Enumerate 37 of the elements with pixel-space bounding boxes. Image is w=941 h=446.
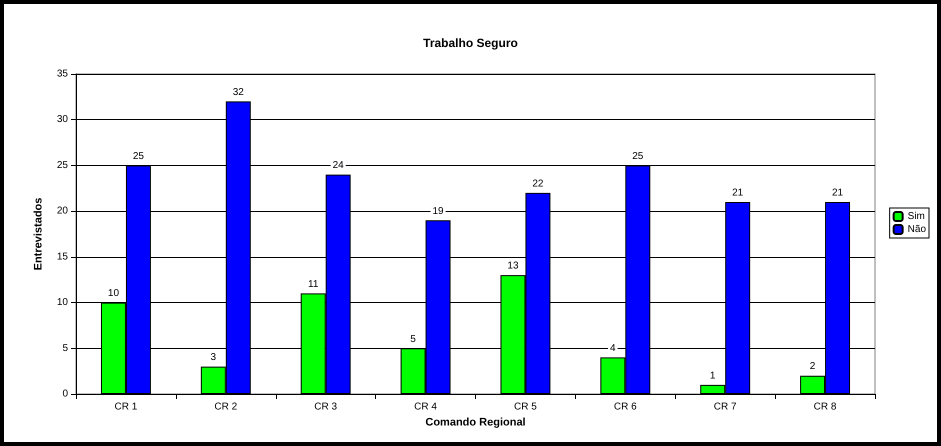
data-label: 21 <box>732 188 744 198</box>
x-tick-label: CR 1 <box>114 402 138 412</box>
legend-label: Não <box>908 224 926 235</box>
y-tick-label: 0 <box>62 388 68 400</box>
y-tick-label: 5 <box>62 342 68 354</box>
data-label: 24 <box>332 160 344 172</box>
data-label: 5 <box>410 334 416 345</box>
y-tick-label: 20 <box>56 206 68 217</box>
data-label: 3 <box>210 352 217 364</box>
y-axis-title: Entrevistados <box>32 198 44 270</box>
legend-label: Sim <box>908 211 925 222</box>
x-tick-label: CR 6 <box>614 402 638 412</box>
x-tick-label: CR 3 <box>314 402 338 412</box>
x-tick-label: CR 7 <box>714 402 738 412</box>
data-label: 22 <box>532 178 544 190</box>
x-tick-label: CR 4 <box>414 402 438 412</box>
data-label: 25 <box>132 150 144 162</box>
data-label: 32 <box>232 86 244 98</box>
chart-title: Trabalho Seguro <box>423 36 518 50</box>
data-label: 2 <box>810 361 816 372</box>
y-tick-label: 10 <box>56 297 68 308</box>
x-tick-label: CR 2 <box>214 402 238 412</box>
data-label: 13 <box>507 260 519 272</box>
x-axis-title: Comando Regional <box>425 416 526 428</box>
data-label: 25 <box>632 150 644 162</box>
data-label: 10 <box>108 288 120 300</box>
data-label: 11 <box>308 278 319 290</box>
y-tick-label: 15 <box>56 251 68 262</box>
data-label: 19 <box>432 206 444 217</box>
data-label: 21 <box>832 188 844 198</box>
x-tick-label: CR 8 <box>814 402 837 412</box>
data-label: 1 <box>710 370 716 382</box>
x-tick-label: CR 5 <box>514 402 538 412</box>
y-tick-label: 30 <box>56 114 68 126</box>
y-tick-label: 25 <box>56 160 68 171</box>
data-label: 4 <box>610 342 616 354</box>
y-tick-label: 35 <box>56 68 68 80</box>
